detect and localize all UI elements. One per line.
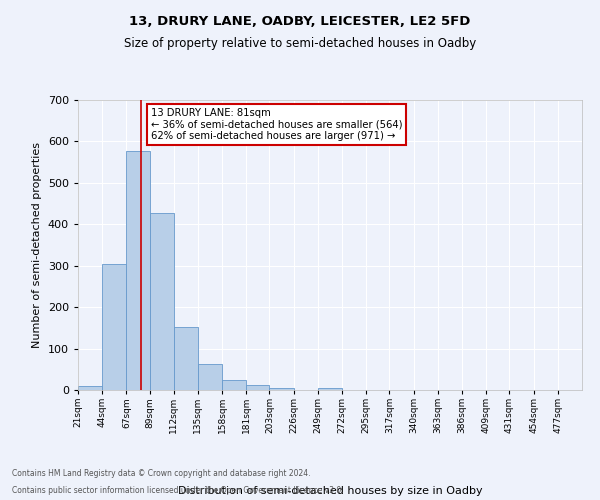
Bar (149, 212, 174, 390)
Bar (78, 386, 102, 390)
Bar (318, 388, 342, 390)
Bar (247, 385, 269, 390)
Bar (102, 264, 127, 390)
Bar (222, 380, 247, 390)
Bar (198, 364, 222, 390)
Y-axis label: Number of semi-detached properties: Number of semi-detached properties (32, 142, 42, 348)
Text: Contains public sector information licensed under the Open Government Licence v3: Contains public sector information licen… (12, 486, 344, 495)
Bar (127, 151, 149, 390)
Text: 13, DRURY LANE, OADBY, LEICESTER, LE2 5FD: 13, DRURY LANE, OADBY, LEICESTER, LE2 5F… (130, 15, 470, 28)
X-axis label: Distribution of semi-detached houses by size in Oadby: Distribution of semi-detached houses by … (178, 486, 482, 496)
Text: 13 DRURY LANE: 81sqm
← 36% of semi-detached houses are smaller (564)
62% of semi: 13 DRURY LANE: 81sqm ← 36% of semi-detac… (151, 108, 402, 142)
Text: Size of property relative to semi-detached houses in Oadby: Size of property relative to semi-detach… (124, 38, 476, 51)
Bar (174, 327, 198, 390)
Bar (269, 388, 293, 390)
Text: Contains HM Land Registry data © Crown copyright and database right 2024.: Contains HM Land Registry data © Crown c… (12, 468, 311, 477)
